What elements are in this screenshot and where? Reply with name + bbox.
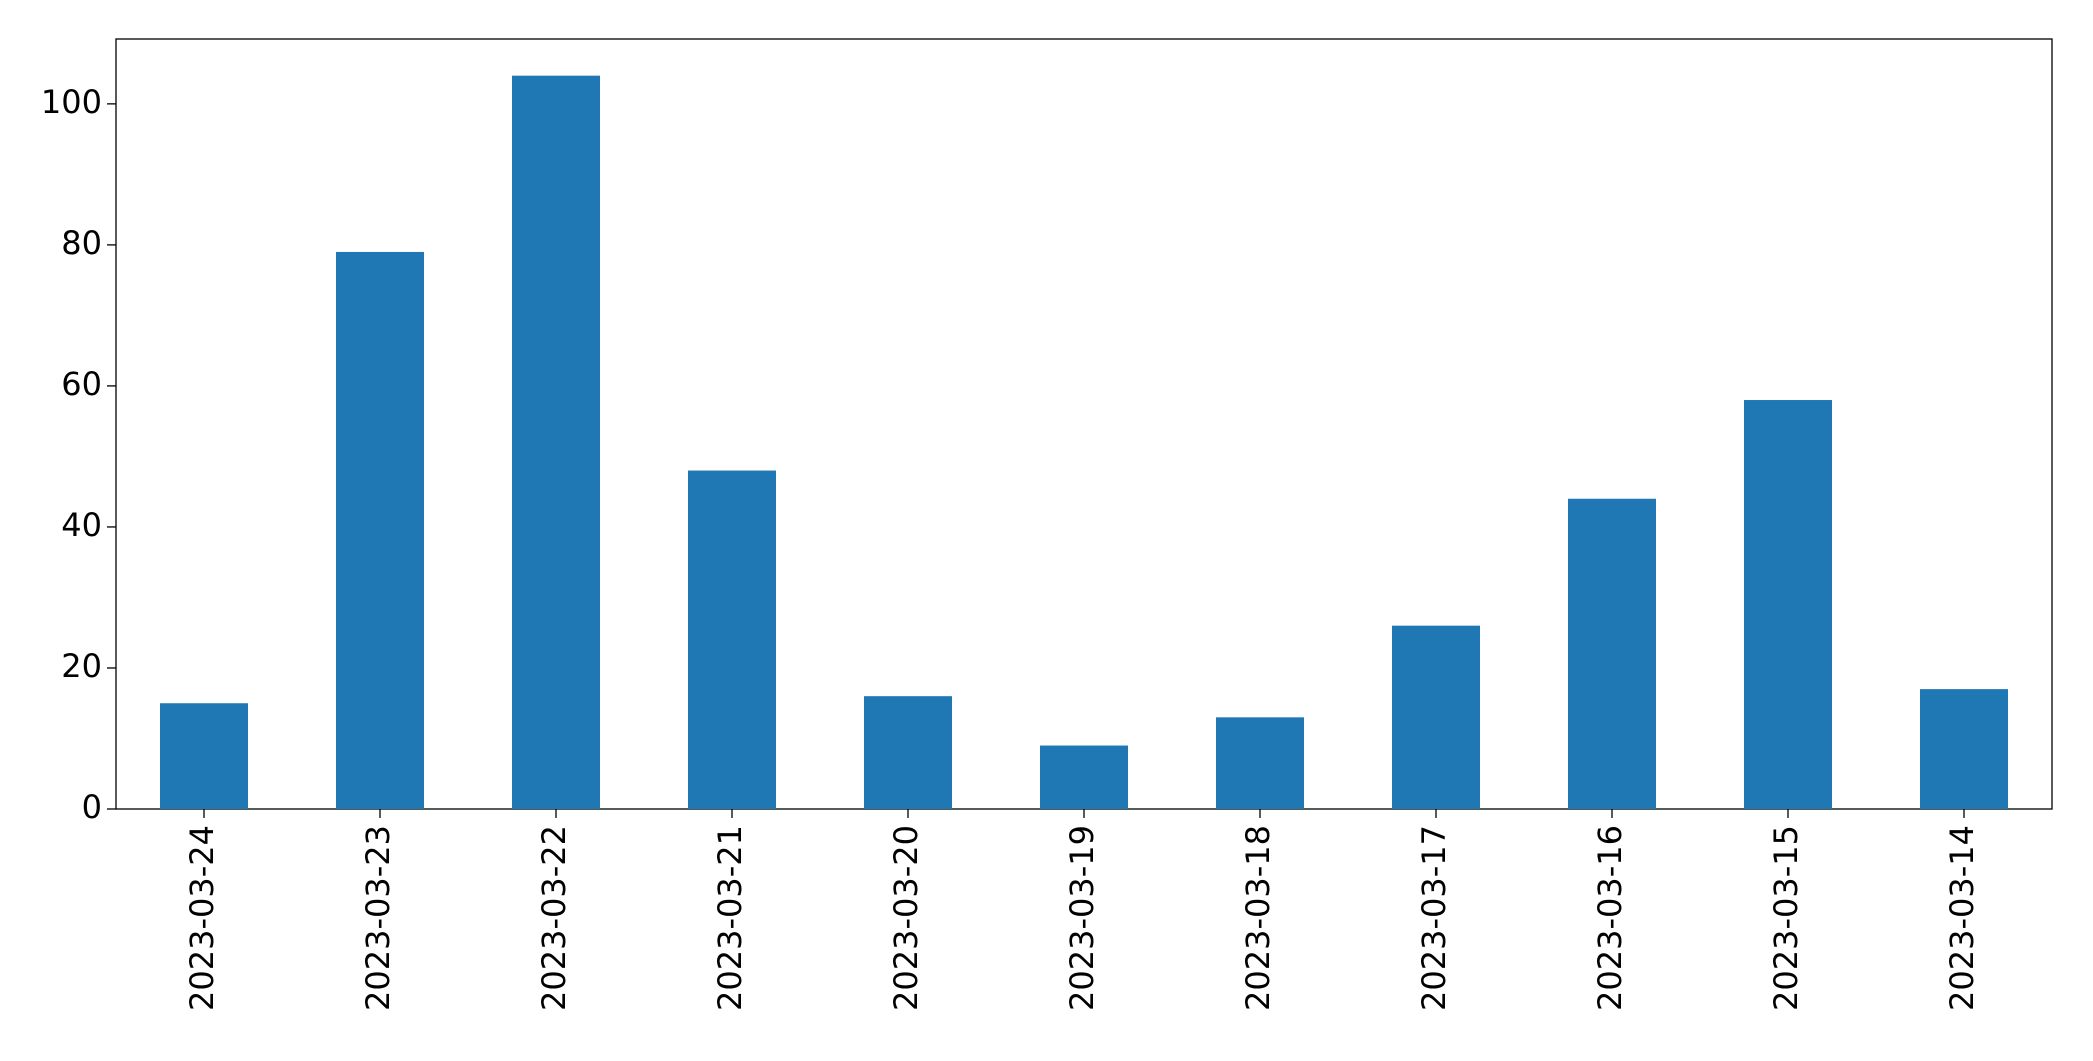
y-tick-label: 0 <box>82 788 102 826</box>
x-tick-label: 2023-03-17 <box>1415 825 1453 1011</box>
x-tick-label: 2023-03-18 <box>1239 825 1277 1011</box>
x-tick-label: 2023-03-21 <box>711 825 749 1011</box>
bar <box>160 703 248 809</box>
bar <box>864 696 952 809</box>
bar <box>1744 400 1832 809</box>
x-tick-label: 2023-03-16 <box>1591 825 1629 1011</box>
bar <box>512 75 600 809</box>
y-tick-label: 40 <box>61 506 102 544</box>
x-tick-label: 2023-03-20 <box>887 825 925 1011</box>
x-tick-label: 2023-03-19 <box>1063 825 1101 1011</box>
y-tick-label: 100 <box>41 83 102 121</box>
x-tick-label: 2023-03-22 <box>535 825 573 1011</box>
y-tick-label: 80 <box>61 224 102 262</box>
bar <box>1920 689 2008 809</box>
bar <box>1392 625 1480 809</box>
x-tick-label: 2023-03-14 <box>1943 825 1981 1011</box>
x-tick-label: 2023-03-24 <box>183 825 221 1011</box>
x-tick-label: 2023-03-23 <box>359 825 397 1011</box>
bar <box>1216 717 1304 809</box>
bar <box>336 251 424 809</box>
y-tick-label: 20 <box>61 647 102 685</box>
bar <box>688 470 776 809</box>
bar <box>1568 498 1656 809</box>
bar <box>1040 745 1128 809</box>
y-tick-label: 60 <box>61 365 102 403</box>
x-tick-label: 2023-03-15 <box>1767 825 1805 1011</box>
